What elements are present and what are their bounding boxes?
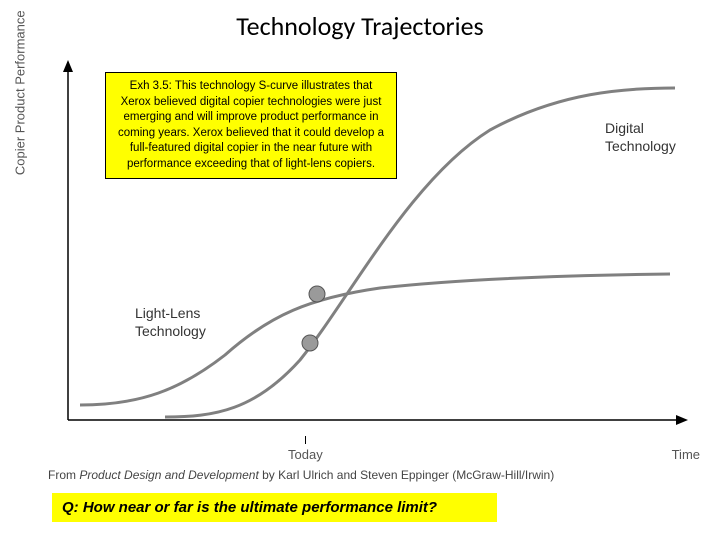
citation-text: From Product Design and Development by K… bbox=[48, 468, 554, 482]
citation-prefix: From bbox=[48, 468, 79, 482]
light-lens-label-line1: Light-LensTechnology bbox=[135, 305, 206, 339]
question-callout: Q: How near or far is the ultimate perfo… bbox=[52, 493, 497, 522]
x-axis-arrow bbox=[676, 415, 688, 425]
citation-suffix: by Karl Ulrich and Steven Eppinger (McGr… bbox=[259, 468, 554, 482]
y-axis-arrow bbox=[63, 60, 73, 72]
today-label: Today bbox=[288, 447, 323, 462]
digital-label-text: DigitalTechnology bbox=[605, 120, 676, 154]
marker-light-lens-today bbox=[309, 286, 325, 302]
citation-title: Product Design and Development bbox=[79, 468, 258, 482]
digital-label: DigitalTechnology bbox=[605, 120, 676, 155]
light-lens-label: Light-LensTechnology bbox=[135, 305, 206, 340]
page-title: Technology Trajectories bbox=[0, 0, 720, 42]
s-curve-chart: Copier Product Performance Time Today Ex… bbox=[50, 60, 690, 440]
x-axis-label: Time bbox=[672, 447, 700, 462]
marker-digital-today bbox=[302, 335, 318, 351]
y-axis-label: Copier Product Performance bbox=[13, 10, 28, 175]
annotation-callout: Exh 3.5: This technology S-curve illustr… bbox=[105, 72, 397, 179]
today-tick bbox=[305, 436, 306, 444]
